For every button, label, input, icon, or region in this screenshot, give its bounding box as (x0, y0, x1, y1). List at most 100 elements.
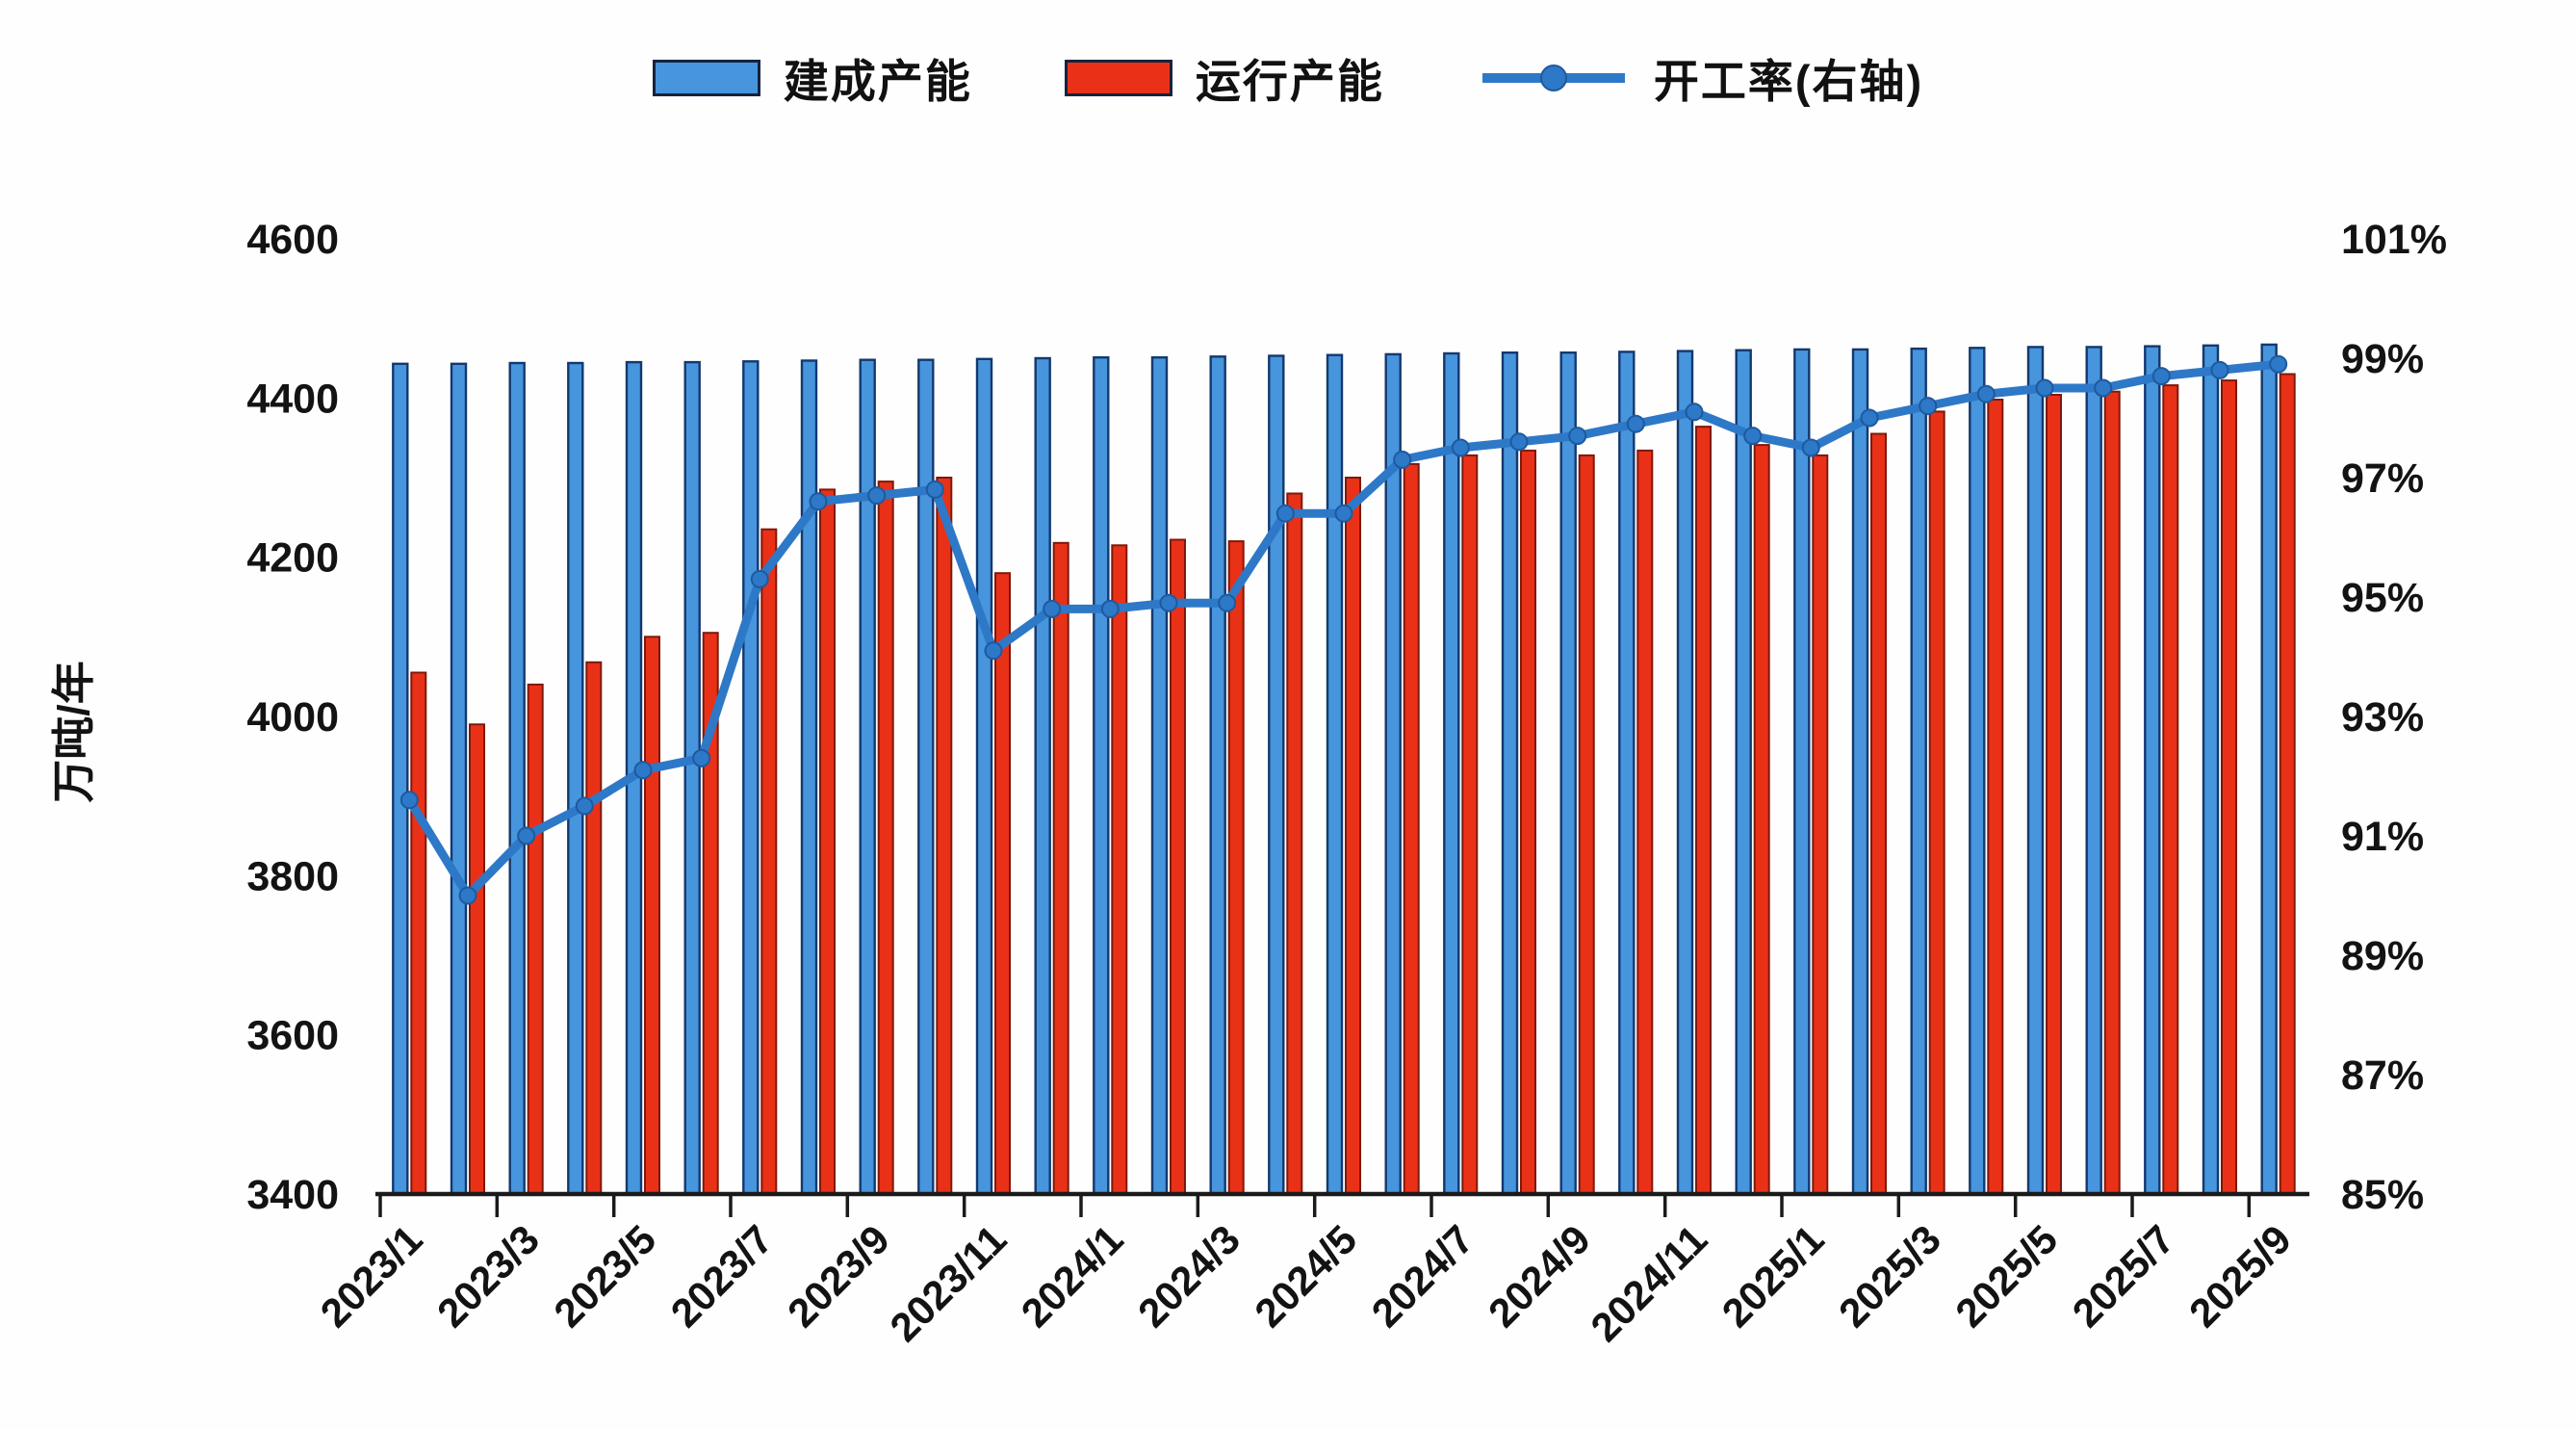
x-axis-tick-label: 2025/7 (2064, 1216, 2183, 1336)
operating-capacity-bar (1636, 449, 1654, 1195)
legend-label-utilization-rate: 开工率(右轴) (1653, 56, 1924, 107)
built-capacity-swatch-icon (652, 59, 760, 96)
operating-capacity-bar (527, 683, 544, 1195)
right-axis-tick-label: 101% (2341, 217, 2447, 263)
utilization-marker (1334, 504, 1353, 523)
utilization-marker (1568, 427, 1587, 446)
x-axis-tick-label: 2024/7 (1363, 1216, 1482, 1336)
operating-capacity-bar (1403, 462, 1420, 1195)
operating-capacity-bar (1111, 544, 1128, 1195)
legend-label-operating-capacity: 运行产能 (1195, 56, 1384, 107)
built-capacity-bar (1268, 354, 1285, 1196)
built-capacity-bar (1443, 351, 1460, 1196)
left-axis-tick-label: 3800 (246, 853, 339, 899)
operating-capacity-bar (1928, 410, 1945, 1195)
operating-capacity-bar (1753, 444, 1770, 1196)
utilization-marker (1159, 593, 1178, 612)
left-axis-tick-label: 3600 (246, 1013, 339, 1059)
utilization-marker (750, 569, 769, 588)
utilization-marker (1919, 397, 1938, 416)
utilization-marker (867, 486, 887, 506)
operating-capacity-bar (1286, 492, 1303, 1195)
x-axis-tick-label: 2024/3 (1129, 1216, 1249, 1336)
utilization-line-group (399, 354, 2288, 905)
x-axis-tick-label: 2024/5 (1246, 1216, 1365, 1336)
built-capacity-bar (2202, 344, 2220, 1196)
utilization-marker (1393, 450, 1412, 469)
built-capacity-bar (1851, 348, 1869, 1196)
x-axis-tick-label: 2023/5 (545, 1216, 664, 1336)
x-axis-tick-label: 2025/3 (1830, 1216, 1949, 1336)
operating-capacity-bar (936, 477, 953, 1195)
utilization-marker (1685, 403, 1704, 422)
legend-item-operating-capacity: 运行产能 (1064, 44, 1384, 111)
bars-group (392, 343, 2296, 1196)
right-axis-tick-label: 95% (2341, 575, 2424, 621)
operating-capacity-swatch-icon (1064, 59, 1172, 96)
left-axis: 4600 4400 4200 4000 3800 3600 3400 万吨/年 (49, 217, 339, 1218)
utilization-marker (1801, 438, 1820, 457)
built-capacity-bar (392, 362, 409, 1196)
operating-capacity-bar (644, 636, 660, 1195)
right-axis-tick-label: 97% (2341, 455, 2424, 502)
x-axis-tick-label: 2025/1 (1713, 1216, 1833, 1336)
utilization-marker (925, 480, 944, 499)
utilization-marker (633, 761, 653, 780)
utilization-marker (1451, 438, 1470, 457)
built-capacity-bar (683, 360, 701, 1196)
utilization-marker (517, 826, 536, 845)
right-axis: 101% 99% 97% 95% 93% 91% 89% 87% 85% (2341, 217, 2447, 1218)
operating-capacity-bar (994, 572, 1011, 1195)
right-axis-tick-label: 85% (2341, 1172, 2424, 1218)
operating-capacity-bar (585, 661, 603, 1195)
built-capacity-bar (1618, 351, 1636, 1196)
x-axis-tick-label: 2025/5 (1946, 1216, 2066, 1336)
utilization-marker (1860, 408, 1879, 428)
legend-item-built-capacity: 建成产能 (652, 44, 972, 111)
built-capacity-bar (859, 358, 876, 1196)
utilization-marker (1976, 384, 1996, 403)
right-axis-tick-label: 89% (2341, 933, 2424, 979)
utilization-line-sample-icon (1481, 64, 1625, 91)
x-axis-tick-label: 2024/1 (1013, 1216, 1132, 1336)
utilization-marker (2035, 378, 2054, 398)
operating-capacity-bar (1695, 426, 1712, 1196)
operating-capacity-bar (1987, 399, 2004, 1195)
built-capacity-bar (1559, 351, 1577, 1196)
x-axis-tick-label: 2023/3 (428, 1216, 548, 1336)
operating-capacity-bar (2046, 394, 2062, 1195)
utilization-marker (458, 886, 477, 905)
operating-capacity-bar (1870, 432, 1887, 1195)
built-capacity-bar (975, 357, 993, 1196)
legend-label-built-capacity: 建成产能 (783, 56, 972, 107)
left-axis-tick-label: 4000 (246, 694, 339, 740)
operating-capacity-bar (1052, 541, 1069, 1195)
operating-capacity-bar (1461, 454, 1479, 1195)
built-capacity-bar (1150, 356, 1169, 1196)
built-capacity-bar (800, 359, 818, 1196)
x-axis-labels: 2023/12023/32023/52023/72023/92023/11202… (312, 1216, 2300, 1350)
operating-capacity-bar (1812, 454, 1829, 1195)
utilization-marker (2151, 367, 2171, 386)
utilization-marker (2269, 354, 2288, 374)
utilization-marker (1043, 599, 1062, 618)
built-capacity-bar (1093, 356, 1110, 1196)
built-capacity-bar (1910, 347, 1927, 1196)
left-axis-title: 万吨/年 (49, 661, 98, 803)
legend-item-utilization-rate: 开工率(右轴) (1477, 44, 1923, 111)
built-capacity-bar (1034, 356, 1051, 1196)
operating-capacity-bar (2103, 390, 2121, 1195)
utilization-marker (1626, 414, 1645, 433)
operating-capacity-bar (819, 488, 836, 1195)
operating-capacity-bar (1227, 540, 1245, 1195)
operating-capacity-bar (2279, 373, 2296, 1195)
built-capacity-bar (1735, 349, 1752, 1196)
built-capacity-bar (2026, 346, 2045, 1196)
right-axis-tick-label: 99% (2341, 336, 2424, 382)
right-axis-tick-label: 93% (2341, 694, 2424, 740)
utilization-marker (1275, 504, 1295, 523)
built-capacity-bar (1969, 347, 1986, 1196)
x-axis-tick-label: 2023/7 (662, 1216, 782, 1336)
left-axis-tick-label: 3400 (246, 1172, 339, 1218)
